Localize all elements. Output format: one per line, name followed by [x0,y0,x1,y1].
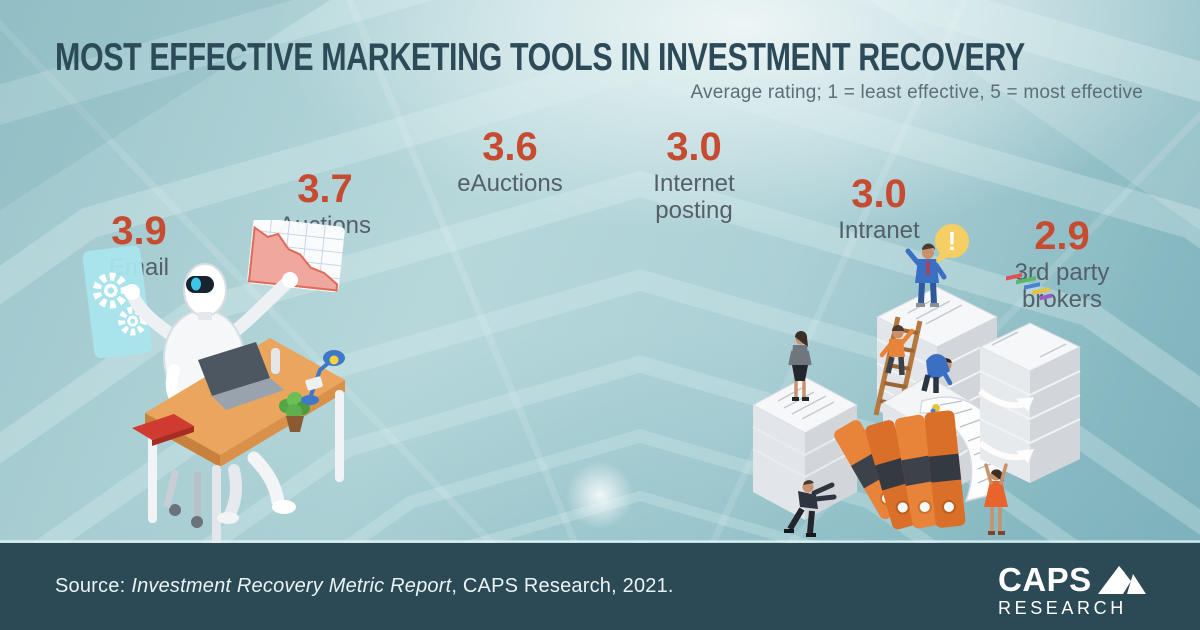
stat-label: Internet posting [653,170,735,224]
stat-label: eAuctions [457,170,563,197]
stat-value: 2.9 [1034,214,1090,258]
person-man-hoodie [921,354,953,393]
stat-item-internet-posting: 3.0 Internet posting [629,127,759,225]
robot-legs [163,451,296,528]
stat-label: Intranet [838,217,920,244]
source-citation: Source: Investment Recovery Metric Report… [55,575,674,598]
caps-research-logo: CAPS RESEARCH [998,561,1150,619]
robot-desk-illustration [82,220,345,547]
source-suffix: , CAPS Research, 2021. [451,575,674,597]
stat-value: 3.6 [482,125,538,169]
rating-scale-note: Average rating; 1 = least effective, 5 =… [690,82,1143,103]
binders-row [834,410,966,530]
svg-text:!: ! [948,226,957,256]
stat-item-eauctions: 3.6 eAuctions [457,127,562,198]
stat-value: 3.7 [297,167,353,211]
paper-stacks-illustration: ! [751,224,1082,537]
arrow-icons [978,388,1034,463]
logo-research-text: RESEARCH [998,598,1127,618]
stat-value: 3.0 [666,125,722,169]
stat-value: 3.0 [851,172,907,216]
paper-stack-right [978,273,1082,483]
source-prefix: Source: [55,575,126,597]
footer-top-highlight [0,541,1200,543]
person-woman-black [788,331,812,401]
stat-value: 3.9 [111,209,167,253]
desk-illustration [132,338,345,547]
person-woman-orange [984,463,1008,535]
person-man-blue-suit [905,243,947,307]
source-report-title: Investment Recovery Metric Report [131,575,452,597]
person-man-pushing [784,480,837,537]
page-title: MOST EFFECTIVE MARKETING TOOLS IN INVEST… [55,36,1025,79]
mountain-logo-icon [1097,566,1146,594]
person-climber-orange [879,325,915,376]
colored-bars-sheet [1006,273,1052,301]
footer-bar: Source: Investment Recovery Metric Report… [0,541,1200,630]
logo-caps-text: CAPS [998,561,1092,599]
exclamation-bubble-icon: ! [933,224,969,265]
stat-item-intranet: 3.0 Intranet [838,174,919,245]
